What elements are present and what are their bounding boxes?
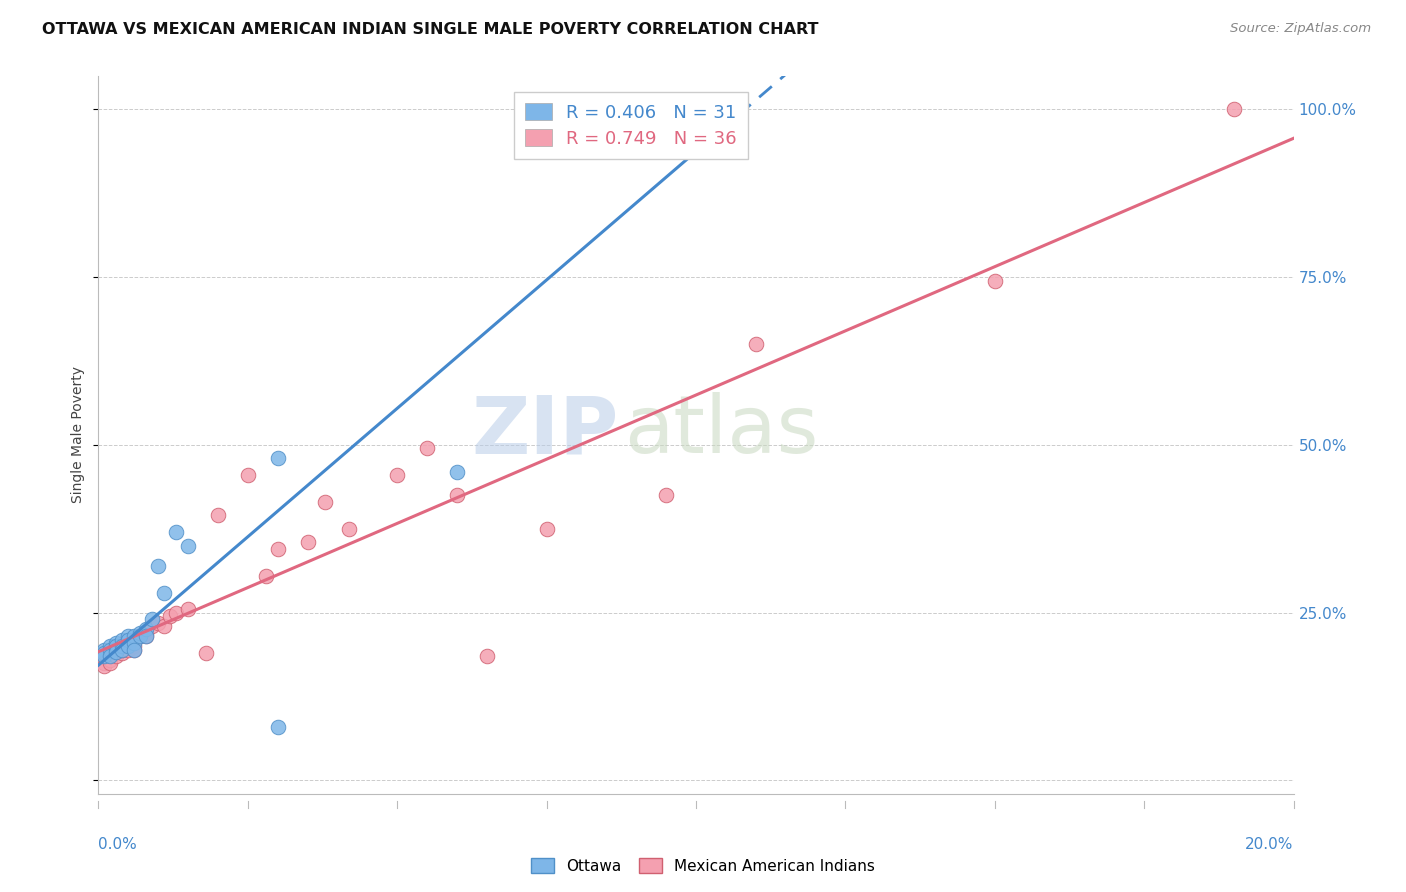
- Point: [475, 649, 498, 664]
- Point: [111, 632, 134, 647]
- Point: [141, 612, 163, 626]
- Point: [124, 639, 146, 653]
- Point: [98, 642, 122, 657]
- Point: [267, 720, 290, 734]
- Legend: R = 0.406   N = 31, R = 0.749   N = 36: R = 0.406 N = 31, R = 0.749 N = 36: [513, 92, 748, 159]
- Point: [98, 656, 122, 670]
- Point: [148, 558, 170, 573]
- Point: [446, 488, 468, 502]
- Point: [117, 629, 139, 643]
- Point: [117, 639, 139, 653]
- Point: [297, 535, 319, 549]
- Point: [111, 642, 134, 657]
- Point: [148, 615, 170, 630]
- Point: [135, 629, 157, 643]
- Point: [339, 522, 361, 536]
- Point: [984, 273, 1007, 287]
- Text: 20.0%: 20.0%: [1246, 837, 1294, 852]
- Point: [153, 585, 176, 599]
- Point: [745, 337, 768, 351]
- Point: [93, 649, 115, 664]
- Point: [315, 495, 337, 509]
- Legend: Ottawa, Mexican American Indians: Ottawa, Mexican American Indians: [524, 852, 882, 880]
- Point: [98, 639, 122, 653]
- Point: [655, 488, 678, 502]
- Point: [165, 606, 187, 620]
- Y-axis label: Single Male Poverty: Single Male Poverty: [70, 367, 84, 503]
- Point: [111, 646, 134, 660]
- Point: [446, 465, 468, 479]
- Point: [98, 653, 122, 667]
- Point: [117, 632, 139, 647]
- Point: [141, 619, 163, 633]
- Point: [105, 649, 128, 664]
- Point: [254, 568, 277, 582]
- Text: atlas: atlas: [624, 392, 818, 470]
- Point: [129, 625, 152, 640]
- Point: [124, 629, 146, 643]
- Point: [536, 522, 558, 536]
- Point: [159, 609, 181, 624]
- Point: [124, 642, 146, 657]
- Point: [93, 642, 115, 657]
- Point: [124, 636, 146, 650]
- Point: [207, 508, 229, 523]
- Point: [129, 629, 152, 643]
- Point: [1223, 103, 1246, 117]
- Point: [93, 646, 115, 660]
- Point: [93, 659, 115, 673]
- Point: [153, 619, 176, 633]
- Point: [195, 646, 218, 660]
- Point: [177, 539, 200, 553]
- Point: [135, 625, 157, 640]
- Point: [416, 442, 439, 456]
- Point: [236, 468, 259, 483]
- Text: 0.0%: 0.0%: [98, 837, 138, 852]
- Point: [129, 629, 152, 643]
- Point: [105, 639, 128, 653]
- Point: [267, 451, 290, 466]
- Point: [105, 636, 128, 650]
- Point: [111, 642, 134, 657]
- Point: [385, 468, 409, 483]
- Point: [93, 656, 115, 670]
- Text: ZIP: ZIP: [471, 392, 619, 470]
- Point: [105, 645, 128, 659]
- Point: [135, 629, 157, 643]
- Point: [124, 642, 146, 657]
- Text: OTTAWA VS MEXICAN AMERICAN INDIAN SINGLE MALE POVERTY CORRELATION CHART: OTTAWA VS MEXICAN AMERICAN INDIAN SINGLE…: [42, 22, 818, 37]
- Point: [111, 639, 134, 653]
- Point: [165, 525, 187, 540]
- Point: [98, 649, 122, 664]
- Point: [135, 623, 157, 637]
- Point: [177, 602, 200, 616]
- Text: Source: ZipAtlas.com: Source: ZipAtlas.com: [1230, 22, 1371, 36]
- Point: [117, 642, 139, 657]
- Point: [578, 116, 600, 130]
- Point: [267, 541, 290, 556]
